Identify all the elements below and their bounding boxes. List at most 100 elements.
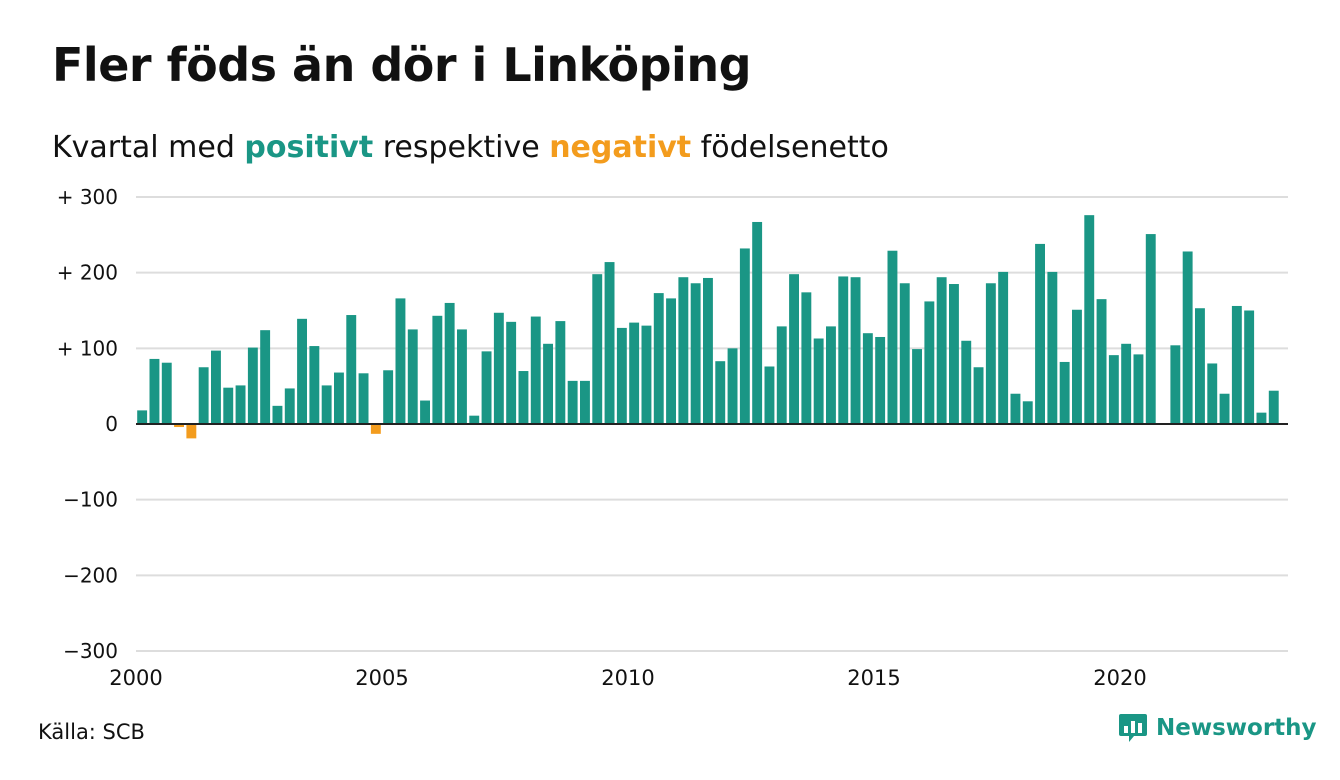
newsworthy-logo-icon [1119, 714, 1147, 742]
bar-2011-k3 [703, 277, 713, 424]
bar-2022-k1 [1219, 393, 1230, 424]
bar-2005-k1 [383, 370, 394, 424]
bar-2003-k4 [321, 385, 332, 424]
bar-2007-k2 [493, 312, 504, 424]
bar-2018-k4 [1059, 361, 1070, 424]
bar-2019-k4 [1108, 355, 1119, 424]
source-note: Källa: SCB [38, 720, 145, 744]
bar-2013-k1 [776, 326, 787, 424]
bar-2020-k1 [1121, 343, 1132, 424]
bar-2018-k1 [1022, 401, 1033, 424]
bar-2009-k1 [580, 380, 590, 424]
bar-2017-k2 [985, 283, 996, 424]
bar-2012-k2 [739, 248, 750, 424]
chart-title: Fler föds än dör i Linköping [52, 38, 752, 92]
bar-2003-k2 [297, 318, 307, 424]
bar-2014-k4 [862, 333, 873, 424]
bar-2019-k3 [1096, 299, 1107, 424]
bar-2007-k1 [481, 351, 492, 424]
bar-2011-k4 [715, 361, 726, 424]
bar-2016-k1 [924, 301, 935, 424]
bars [137, 215, 1279, 439]
bar-2002-k4 [272, 405, 283, 424]
bar-2004-k1 [334, 372, 344, 424]
bar-2012-k3 [752, 221, 763, 424]
bar-2023-k1 [1268, 390, 1279, 424]
subtitle-positive-word: positivt [244, 130, 374, 165]
bar-2004-k3 [358, 373, 369, 424]
bar-2014-k1 [826, 326, 836, 424]
bar-2019-k2 [1084, 215, 1095, 424]
subtitle-suffix: födelsenetto [691, 130, 889, 165]
bar-2006-k4 [469, 415, 480, 424]
bar-2005-k3 [407, 329, 418, 424]
bar-2015-k4 [912, 349, 922, 424]
subtitle-prefix: Kvartal med [52, 130, 245, 165]
bar-2021-k3 [1195, 308, 1205, 424]
bar-2006-k2 [444, 302, 455, 424]
bar-2006-k3 [457, 329, 467, 424]
bar-2001-k1 [186, 424, 197, 439]
bar-2018-k2 [1035, 243, 1045, 424]
bar-2021-k2 [1182, 251, 1193, 424]
axes: + 300 + 200 + 100 0 −100 −200 −300 2000 2005 2010… [57, 185, 1288, 690]
x-tick-label: 2005 [355, 666, 408, 690]
bar-2012-k4 [764, 366, 775, 424]
bar-2010-k3 [653, 293, 664, 424]
bar-2017-k3 [998, 271, 1009, 424]
bar-2020-k2 [1133, 354, 1144, 424]
bar-2012-k1 [727, 348, 738, 424]
bar-2002-k3 [260, 330, 271, 424]
bar-2002-k1 [235, 385, 246, 424]
bar-2001-k3 [211, 350, 221, 424]
bar-2011-k2 [690, 283, 701, 424]
bar-2009-k2 [592, 274, 603, 424]
bar-2001-k2 [198, 367, 209, 424]
bar-2009-k3 [604, 262, 615, 424]
bar-2018-k3 [1047, 271, 1058, 424]
bar-2020-k3 [1145, 234, 1156, 424]
y-tick-label: + 200 [57, 261, 118, 285]
bar-2017-k1 [973, 367, 984, 424]
bar-2010-k4 [666, 298, 676, 424]
bar-2014-k3 [850, 277, 861, 424]
bar-2021-k4 [1207, 363, 1218, 424]
bar-2008-k4 [567, 380, 578, 424]
bar-2004-k2 [346, 315, 357, 424]
bar-2014-k2 [838, 276, 849, 424]
x-tick-label: 2015 [847, 666, 900, 690]
y-tick-label: + 300 [57, 185, 118, 209]
chart-subtitle: Kvartal med positivt respektive negativt… [52, 130, 889, 165]
bar-2019-k1 [1072, 309, 1082, 424]
bar-2004-k4 [370, 424, 381, 434]
bar-2001-k4 [223, 387, 234, 424]
y-tick-label: −100 [63, 488, 118, 512]
y-tick-label: 0 [105, 412, 118, 436]
x-tick-label: 2020 [1093, 666, 1146, 690]
y-tick-label: + 100 [57, 336, 118, 360]
bar-2022-k3 [1244, 310, 1255, 424]
bar-2015-k2 [887, 250, 898, 424]
bar-2010-k2 [641, 325, 652, 424]
x-tick-label: 2010 [601, 666, 654, 690]
bar-2000-k1 [137, 410, 148, 424]
brand-name: Newsworthy [1156, 715, 1317, 741]
bar-2006-k1 [432, 315, 443, 424]
bar-2015-k1 [875, 336, 886, 424]
subtitle-middle: respektive [373, 130, 550, 165]
bar-2003-k1 [284, 388, 295, 424]
brand-logo: Newsworthy [1118, 712, 1317, 744]
bar-2022-k4 [1256, 412, 1267, 424]
bar-2000-k3 [161, 362, 172, 424]
subtitle-negative-word: negativt [549, 130, 692, 165]
bar-2007-k4 [518, 371, 529, 424]
bar-2002-k2 [247, 347, 258, 424]
bar-2015-k3 [899, 283, 910, 424]
bar-2008-k1 [530, 316, 541, 424]
bar-2013-k3 [801, 292, 812, 424]
bar-2010-k1 [629, 322, 640, 424]
bar-2005-k4 [420, 400, 430, 424]
bar-2013-k2 [789, 274, 799, 424]
bar-2013-k4 [813, 338, 824, 424]
